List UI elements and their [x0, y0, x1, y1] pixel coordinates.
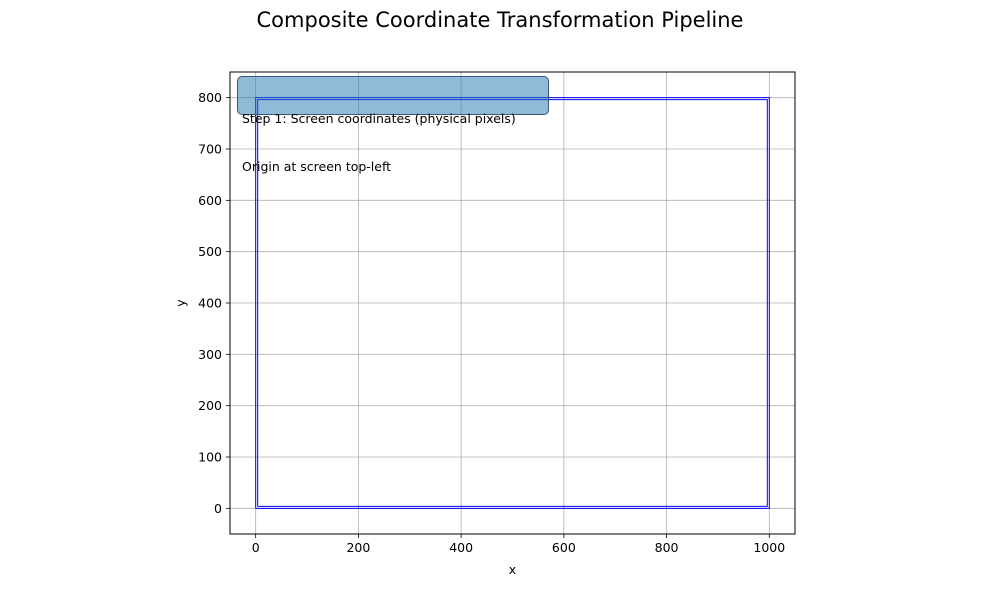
x-tick-label: 400 — [449, 540, 473, 555]
y-tick-label: 300 — [198, 347, 222, 362]
x-axis-label: x — [509, 562, 516, 577]
x-tick-label: 800 — [655, 540, 679, 555]
tick-layer: 0 200 400 600 800 1000 0 100 200 300 400 500 600 700 8… — [198, 90, 785, 555]
chart-title: Composite Coordinate Transformation Pipe… — [256, 8, 744, 32]
y-tick-label: 500 — [198, 244, 222, 259]
series-2-line — [257, 99, 768, 507]
series-1-line — [255, 97, 770, 509]
y-tick-label: 800 — [198, 90, 222, 105]
y-tick-label: 400 — [198, 296, 222, 311]
x-tick-label: 0 — [252, 540, 260, 555]
annotation-line-2: Origin at screen top-left — [242, 159, 392, 174]
y-tick-label: 100 — [198, 450, 222, 465]
y-axis-label: y — [173, 299, 188, 307]
y-tick-label: 700 — [198, 142, 222, 157]
series-layer — [255, 97, 770, 509]
y-tick-label: 600 — [198, 193, 222, 208]
x-tick-label: 200 — [346, 540, 370, 555]
y-tick-label: 200 — [198, 398, 222, 413]
x-tick-label: 1000 — [753, 540, 785, 555]
annotation-box: Step 1: Screen coordinates (physical pix… — [237, 76, 549, 174]
x-tick-label: 600 — [552, 540, 576, 555]
annotation-line-1: Step 1: Screen coordinates (physical pix… — [242, 111, 516, 126]
y-tick-label: 0 — [214, 501, 222, 516]
